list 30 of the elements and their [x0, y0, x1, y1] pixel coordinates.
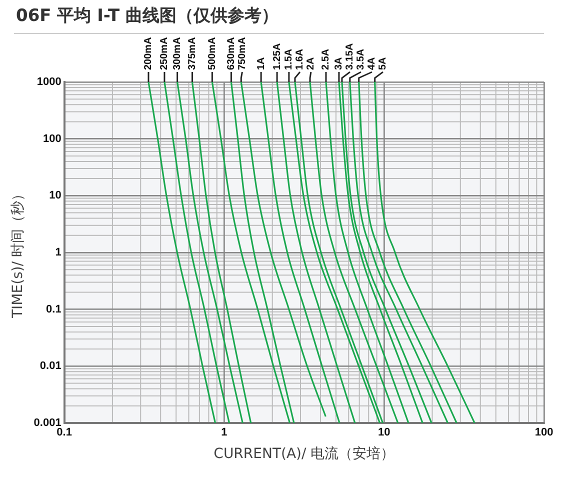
text: 300mA — [172, 37, 184, 70]
text: 1.25A — [272, 43, 283, 70]
text: 5A — [378, 57, 389, 70]
y-tick-label: 100 — [42, 132, 62, 145]
text: 375mA — [186, 37, 198, 70]
text: 630mA — [226, 37, 237, 70]
text: 2A — [306, 57, 317, 70]
y-axis-title: TIME(s)/ 时间（秒） — [10, 187, 26, 319]
text: 250mA — [159, 37, 170, 70]
x-tick-label: 10 — [378, 426, 390, 439]
text: 500mA — [206, 37, 218, 70]
text: 200mA — [143, 37, 154, 70]
text: 1A — [256, 57, 267, 70]
text: 1.6A — [294, 48, 306, 70]
x-tick-label: 1 — [221, 426, 228, 439]
text: 3A — [334, 57, 345, 70]
y-tick-label: 1 — [55, 246, 62, 259]
text: 1.5A — [284, 48, 295, 70]
text: 2.5A — [320, 48, 332, 70]
x-axis-title: CURRENT(A)/ 电流（安培） — [214, 446, 395, 462]
chart-title: 06F 平均 I-T 曲线图（仅供参考） — [16, 5, 279, 27]
x-tick-label: 100 — [534, 426, 554, 439]
y-tick-label: 1000 — [36, 76, 62, 88]
text: 750mA — [236, 37, 248, 70]
text: 3.5A — [356, 48, 367, 70]
text: 4A — [366, 57, 378, 70]
text: 3.15A — [344, 43, 356, 70]
y-tick-label: 10 — [49, 190, 62, 202]
y-tick-label: 0.01 — [40, 360, 62, 372]
y-tick-label: 0.1 — [46, 303, 62, 316]
